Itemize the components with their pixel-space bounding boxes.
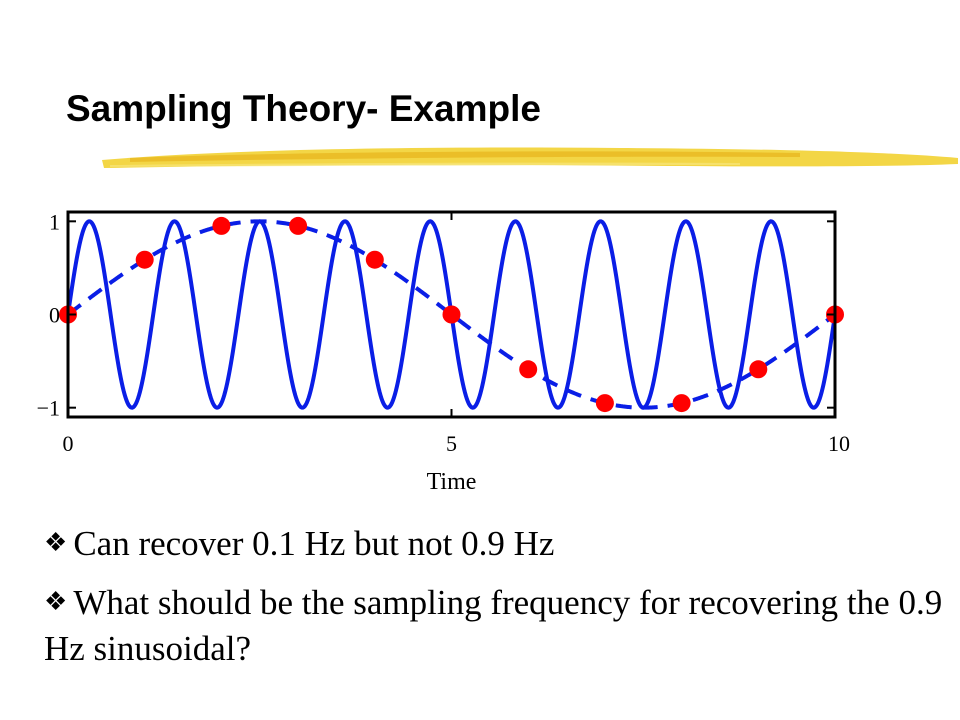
bullet-list: ❖ Can recover 0.1 Hz but not 0.9 Hz ❖ What… <box>44 520 944 684</box>
x-axis-label: Time <box>427 469 477 495</box>
x-tick-label-0: 0 <box>63 431 74 456</box>
bullet-item-2: ❖ What should be the sampling frequency f… <box>44 579 944 672</box>
bullet-item-1: ❖ Can recover 0.1 Hz but not 0.9 Hz <box>44 520 944 567</box>
sample-point <box>519 360 538 379</box>
diamond-flower-bullet-icon: ❖ <box>44 587 68 616</box>
x-tick-label-5: 5 <box>446 431 457 456</box>
title-underline-brushstroke <box>102 147 958 168</box>
sample-point <box>135 250 154 269</box>
diamond-flower-bullet-icon: ❖ <box>44 528 68 557</box>
plot-markers <box>59 216 844 413</box>
sampling-chart: 1 0 −1 0 5 10 Time <box>37 209 850 495</box>
y-tick-label-bottom: −1 <box>37 396 60 421</box>
sample-point <box>442 305 461 324</box>
sample-point <box>365 250 384 269</box>
sample-point <box>672 394 691 413</box>
y-tick-label-zero: 0 <box>49 303 60 328</box>
y-tick-label-top: 1 <box>49 209 60 234</box>
plot-ticks <box>67 212 836 417</box>
sample-point <box>595 394 614 413</box>
sample-point <box>749 360 768 379</box>
series-line-0.1hz <box>66 219 837 410</box>
sample-point <box>289 216 308 235</box>
sample-point <box>212 216 231 235</box>
slide-title: Sampling Theory- Example <box>66 88 541 129</box>
x-tick-label-10: 10 <box>828 431 850 456</box>
bullet-text-2: What should be the sampling frequency fo… <box>44 583 943 668</box>
bullet-text-1: Can recover 0.1 Hz but not 0.9 Hz <box>73 524 555 563</box>
